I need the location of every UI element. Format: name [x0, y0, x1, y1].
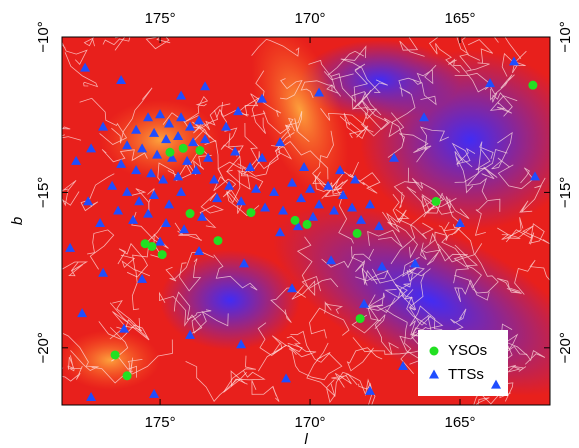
circle-marker	[195, 146, 204, 155]
circle-marker	[432, 197, 441, 206]
legend-label: YSOs	[448, 342, 487, 359]
y-tick-label: −10°	[35, 21, 52, 52]
x-tick-label-top: 165°	[445, 10, 476, 27]
circle-marker	[165, 148, 174, 157]
x-tick-label: 170°	[295, 414, 326, 431]
circle-marker	[213, 236, 222, 245]
y-tick-label-right: −15°	[557, 177, 574, 208]
y-tick-label-right: −20°	[557, 332, 574, 363]
x-tick-label-top: 175°	[145, 10, 176, 27]
x-axis-label: l	[304, 431, 308, 448]
y-axis-label: b	[9, 217, 26, 225]
circle-marker	[291, 216, 300, 225]
circle-marker	[353, 229, 362, 238]
x-tick-label: 175°	[145, 414, 176, 431]
filament	[242, 14, 290, 37]
legend-label: TTSs	[448, 366, 484, 383]
circle-marker	[179, 144, 188, 153]
circle-marker	[246, 208, 255, 217]
circle-marker	[111, 350, 120, 359]
y-tick-label-right: −10°	[557, 21, 574, 52]
circle-marker	[147, 242, 156, 251]
circle-marker	[186, 209, 195, 218]
y-tick-label: −15°	[35, 177, 52, 208]
circle-marker	[123, 371, 132, 380]
circle-marker	[528, 81, 537, 90]
circle-marker	[356, 314, 365, 323]
x-tick-label-top: 170°	[295, 10, 326, 27]
circle-marker	[303, 220, 312, 229]
y-tick-label: −20°	[35, 332, 52, 363]
chart: l b YSOs TTSs 175° 175° 170° 170° 165° 165° −10…	[0, 0, 579, 448]
x-tick-label: 165°	[445, 414, 476, 431]
circle-marker	[158, 250, 167, 259]
circle-marker	[430, 347, 439, 356]
